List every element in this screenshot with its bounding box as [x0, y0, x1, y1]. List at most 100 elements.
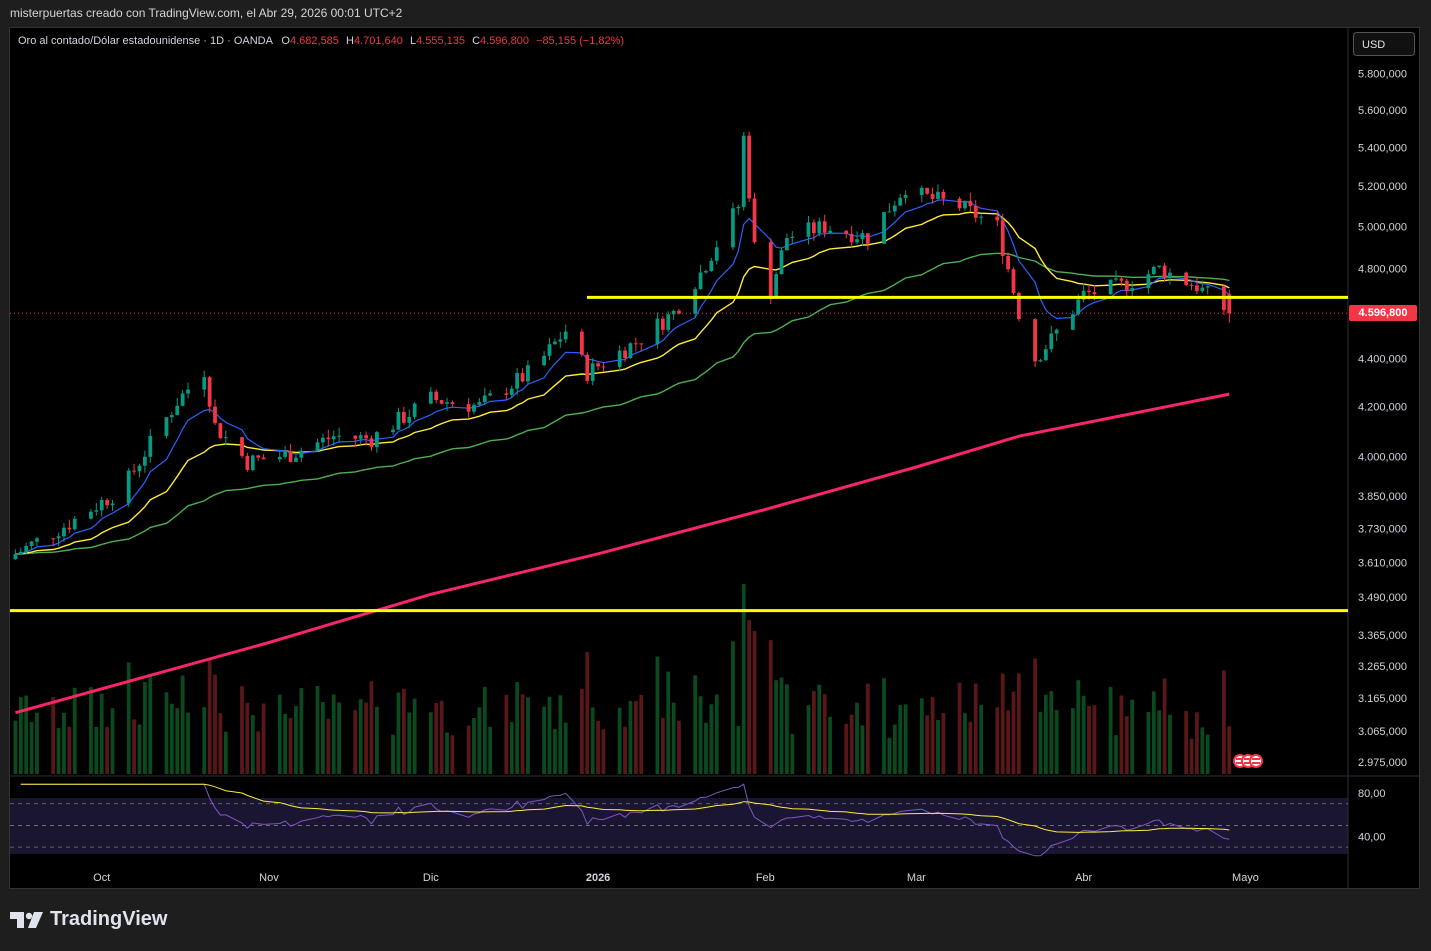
time-axis-label: Dic: [423, 872, 439, 884]
candle-body: [1017, 292, 1021, 320]
volume-bar: [925, 715, 930, 774]
candle-body: [882, 212, 886, 244]
candle-body: [957, 198, 962, 209]
currency-button[interactable]: USD: [1353, 32, 1415, 56]
volume-bar: [407, 712, 412, 774]
candle-body: [774, 274, 779, 298]
candle-body: [391, 429, 395, 433]
volume-bar: [1054, 709, 1059, 774]
candle-body: [844, 230, 849, 235]
volume-bar: [1076, 680, 1081, 774]
candle-body: [601, 366, 606, 368]
horizontal-levels[interactable]: [10, 295, 1348, 613]
candle-body: [1200, 287, 1205, 292]
candle-body: [817, 221, 822, 234]
volume-bar: [736, 726, 741, 774]
volume-bar: [94, 726, 99, 774]
candle-body: [666, 314, 671, 330]
candle-body: [126, 470, 131, 504]
price-axis-label: 5.800,000: [1358, 69, 1407, 81]
volume-bar: [892, 724, 897, 774]
volume-bar: [731, 641, 735, 774]
candle-body: [250, 455, 255, 470]
volume-bar: [1114, 735, 1118, 774]
candle-body: [294, 457, 298, 462]
candle-body: [806, 222, 811, 237]
candle-body: [213, 406, 217, 424]
candle-body: [132, 470, 136, 472]
candle-body: [1124, 280, 1129, 292]
ema-mid-path: [15, 211, 1230, 555]
candle-body: [51, 538, 56, 540]
volume-bar: [374, 706, 379, 774]
volume-bar: [865, 683, 870, 774]
candle-body: [1070, 314, 1075, 330]
candle-body: [67, 527, 72, 530]
volume-bar: [256, 731, 261, 774]
rsi-axis-label: 80,00: [1358, 788, 1386, 800]
candle-body: [828, 230, 832, 233]
candle-body: [1157, 265, 1162, 267]
volume-bar: [817, 684, 822, 774]
candle-body: [547, 344, 552, 356]
volume-bar: [245, 702, 250, 774]
volume-bar: [903, 704, 908, 774]
volume-bar: [477, 707, 482, 774]
candle-body: [35, 538, 39, 542]
time-axis-label: Mayo: [1232, 872, 1259, 884]
volume-bar: [99, 693, 104, 774]
candle-body: [428, 391, 433, 404]
candle-body: [240, 437, 244, 456]
ma-200-path: [14, 392, 1230, 715]
volume-bar: [849, 714, 854, 774]
candle-body: [488, 393, 493, 396]
candle-body: [504, 393, 509, 395]
volume-bar: [439, 700, 444, 774]
price-axis-label: 4.000,000: [1358, 452, 1407, 464]
candle-body: [277, 456, 282, 460]
volume-bar: [132, 719, 136, 774]
us-flag-icon[interactable]: [1249, 754, 1263, 768]
volume-bar: [24, 695, 29, 774]
symbol-name: Oro al contado/Dólar estadounidense · 1D…: [18, 35, 273, 47]
volume-bar: [67, 726, 72, 774]
volume-bar: [148, 676, 153, 774]
candle-body: [563, 331, 568, 340]
volume-bar: [294, 706, 298, 774]
candle-body: [903, 194, 908, 198]
candle-body: [704, 270, 708, 273]
us-flag-icons[interactable]: [1233, 754, 1263, 768]
candle-body: [1033, 319, 1037, 362]
volume-bar: [207, 658, 212, 774]
time-axis[interactable]: Oct Nov Dic 2026 Feb Mar Abr Mayo: [93, 872, 1259, 884]
candle-body: [94, 510, 99, 512]
price-axis-label: 3.610,000: [1358, 557, 1407, 569]
volume-bar: [677, 720, 681, 774]
price-axis-label: 4.400,000: [1358, 353, 1407, 365]
time-axis-label: Abr: [1075, 872, 1092, 884]
volume-bar: [169, 703, 174, 774]
candle-body: [779, 250, 784, 275]
candle-body: [865, 233, 870, 244]
price-axis[interactable]: 5.800,000 5.600,000 5.400,000 5.200,000 5.00…: [1358, 69, 1407, 769]
candle-body: [283, 451, 288, 457]
candle-body: [207, 377, 212, 407]
volume-bar: [283, 713, 288, 774]
candle-body: [790, 236, 795, 239]
candle-body: [99, 500, 104, 511]
volume-bar: [1200, 727, 1205, 774]
candle-body: [148, 435, 153, 457]
candle-body: [936, 191, 940, 199]
volume-bar: [18, 697, 23, 774]
volume-bar: [321, 701, 325, 774]
candle-body: [110, 503, 115, 506]
volume-bar: [472, 718, 476, 774]
volume-bar: [35, 712, 39, 774]
volume-bar: [1119, 695, 1124, 774]
ma-50-path: [15, 252, 1230, 555]
price-axis-label: 3.065,000: [1358, 726, 1407, 738]
candle-body: [979, 216, 984, 218]
volume-bar: [1189, 738, 1194, 774]
candle-body: [202, 377, 207, 390]
